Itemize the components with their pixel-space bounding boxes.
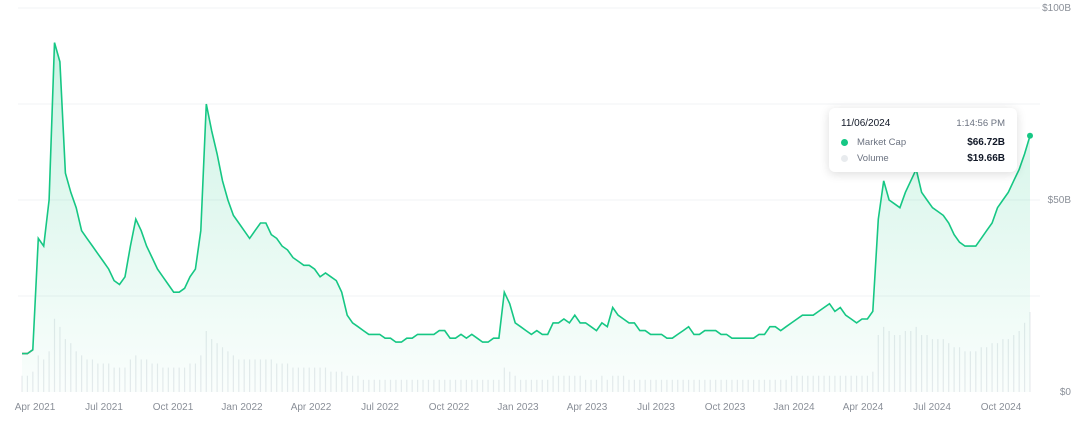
x-tick-label: Apr 2023: [567, 402, 608, 413]
x-axis-tick-labels: Apr 2021 Jul 2021 Oct 2021 Jan 2022 Apr 2022…: [15, 402, 1022, 413]
tooltip-time: 1:14:56 PM: [956, 118, 1005, 129]
x-tick-label: Oct 2024: [981, 402, 1022, 413]
x-tick-label: Jan 2024: [773, 402, 815, 413]
x-tick-label: Apr 2024: [843, 402, 884, 413]
tooltip-date: 11/06/2024: [841, 118, 891, 129]
market-cap-dot-icon: [841, 139, 848, 146]
volume-dot-icon: [841, 155, 848, 162]
market-cap-line: [22, 42, 1031, 355]
tooltip-row-market-cap: Market Cap $66.72B: [841, 137, 1005, 148]
x-tick-label: Jul 2023: [637, 402, 675, 413]
y-tick-label: $0: [1060, 387, 1072, 398]
x-tick-label: Oct 2021: [153, 402, 194, 413]
x-tick-label: Oct 2023: [705, 402, 746, 413]
y-tick-label: $100B: [1042, 3, 1071, 14]
chart-tooltip: 11/06/2024 1:14:56 PM Market Cap $66.72B…: [829, 108, 1017, 172]
tooltip-label: Volume: [857, 153, 889, 164]
x-tick-label: Jan 2023: [497, 402, 539, 413]
tooltip-value: $66.72B: [967, 137, 1005, 148]
tooltip-row-volume: Volume $19.66B: [841, 153, 1005, 164]
grid-lines: [18, 7, 1040, 297]
x-tick-label: Jul 2021: [85, 402, 123, 413]
x-tick-label: Apr 2022: [291, 402, 332, 413]
market-cap-current-point: [1027, 132, 1033, 139]
x-tick-label: Jul 2022: [361, 402, 399, 413]
x-tick-label: Jan 2022: [221, 402, 263, 413]
y-tick-label: $50B: [1048, 195, 1072, 206]
market-cap-area: [22, 42, 1030, 392]
x-tick-label: Jul 2024: [913, 402, 951, 413]
tooltip-label: Market Cap: [857, 137, 907, 148]
x-tick-label: Apr 2021: [15, 402, 56, 413]
x-tick-label: Oct 2022: [429, 402, 470, 413]
y-axis-tick-labels: $0 $50B $100B: [1042, 3, 1071, 398]
tooltip-value: $19.66B: [967, 153, 1005, 164]
